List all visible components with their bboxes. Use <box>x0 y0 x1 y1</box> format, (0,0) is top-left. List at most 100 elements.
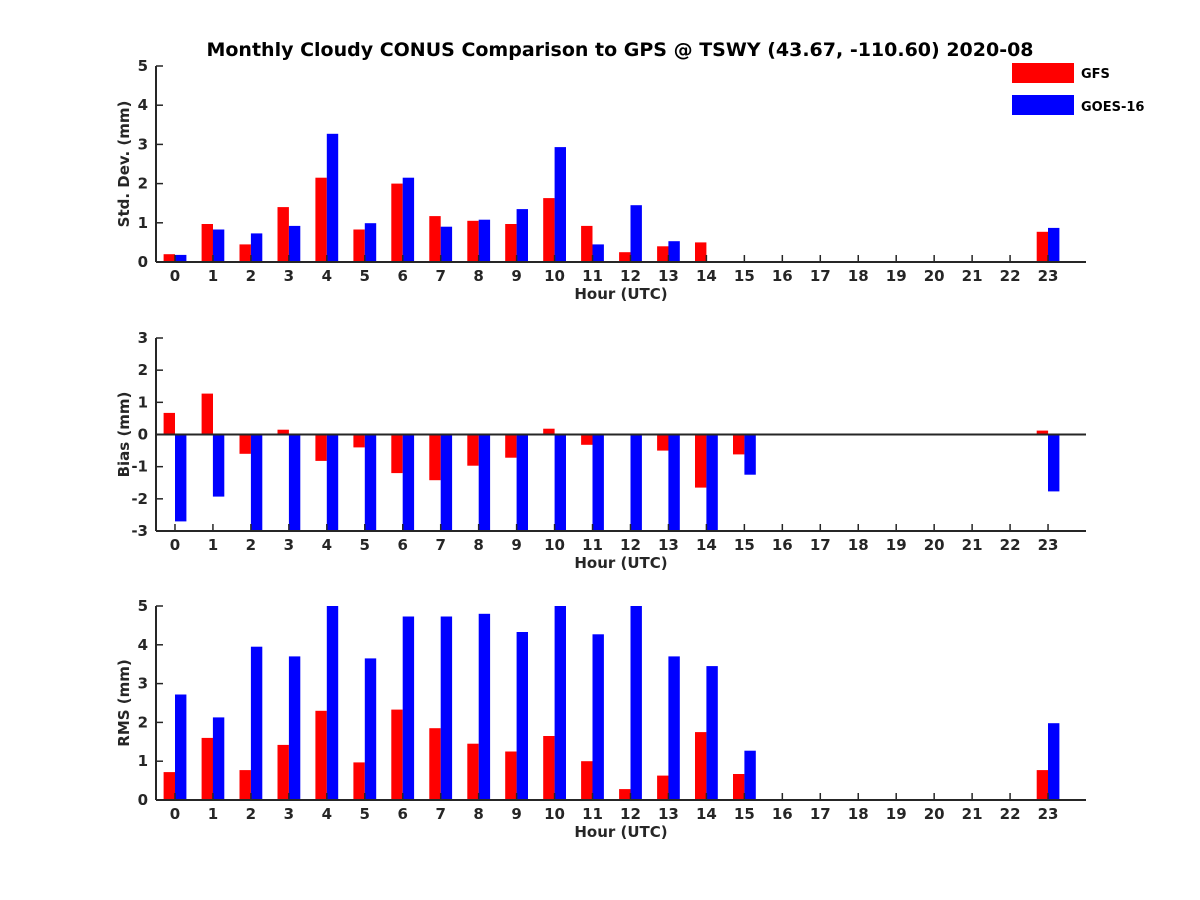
bias-x-tick-label: 13 <box>658 536 679 554</box>
bias-x-tick-label: 11 <box>582 536 603 554</box>
rms-x-tick-label: 13 <box>658 805 679 823</box>
bias-bar-gfs-h1 <box>201 393 213 435</box>
bias-x-tick-label: 16 <box>772 536 793 554</box>
rms-bar-gfs-h10 <box>543 736 555 800</box>
rms-x-tick-label: 20 <box>924 805 945 823</box>
rms-y-tick-label: 2 <box>138 713 148 731</box>
std-dev-x-tick-label: 21 <box>962 267 983 285</box>
bias-bar-goes16-h2 <box>250 434 263 531</box>
bias-bar-goes16-h8 <box>478 434 491 531</box>
bias-bar-goes16-h1 <box>212 434 225 497</box>
bias-bar-goes16-h3 <box>288 434 301 531</box>
rms-bar-goes16-h5 <box>364 658 377 800</box>
rms-x-tick-label: 12 <box>620 805 641 823</box>
std-dev-bar-gfs-h6 <box>391 183 403 262</box>
bias-y-tick-label: 3 <box>138 329 148 347</box>
std-dev-x-tick-label: 8 <box>473 267 483 285</box>
bias-bar-gfs-h14 <box>695 434 707 488</box>
rms-y-tick-label: 5 <box>138 597 148 615</box>
std-dev-bar-goes16-h10 <box>554 147 566 262</box>
rms-bar-goes16-h11 <box>592 634 604 800</box>
bias-bar-goes16-h4 <box>326 434 339 531</box>
std-dev-x-tick-label: 5 <box>360 267 370 285</box>
bias-x-tick-label: 1 <box>208 536 218 554</box>
rms-x-tick-label: 8 <box>473 805 483 823</box>
std-dev-x-tick-label: 2 <box>246 267 256 285</box>
rms-bar-gfs-h9 <box>505 751 517 800</box>
rms-bar-gfs-h3 <box>277 744 289 800</box>
std-dev-x-tick-label: 4 <box>322 267 332 285</box>
rms-bar-goes16-h10 <box>554 606 566 800</box>
std-dev-x-axis-label: Hour (UTC) <box>574 285 667 303</box>
std-dev-x-tick-label: 13 <box>658 267 679 285</box>
std-dev-x-tick-label: 10 <box>544 267 565 285</box>
std-dev-x-tick-label: 14 <box>696 267 717 285</box>
rms-bar-gfs-h12 <box>619 789 631 800</box>
bias-x-tick-label: 20 <box>924 536 945 554</box>
bias-x-tick-label: 6 <box>398 536 408 554</box>
bias-y-tick-label: 1 <box>138 393 148 411</box>
rms-bar-goes16-h15 <box>744 750 756 800</box>
bias-x-tick-label: 9 <box>511 536 521 554</box>
std-dev-y-tick-label: 2 <box>138 175 148 193</box>
std-dev-x-tick-label: 0 <box>170 267 180 285</box>
bias-bar-goes16-h12 <box>630 434 642 531</box>
bias-x-axis-label: Hour (UTC) <box>574 554 667 572</box>
std-dev-x-tick-label: 7 <box>435 267 445 285</box>
bias-x-tick-label: 5 <box>360 536 370 554</box>
bias-x-tick-label: 10 <box>544 536 565 554</box>
std-dev-bar-goes16-h3 <box>288 225 301 262</box>
std-dev-bar-goes16-h5 <box>364 223 377 262</box>
rms-y-axis-label: RMS (mm) <box>115 659 133 746</box>
bias-x-tick-label: 19 <box>886 536 907 554</box>
bias-x-tick-label: 22 <box>1000 536 1021 554</box>
std-dev-y-tick-label: 1 <box>138 214 148 232</box>
std-dev-bar-gfs-h8 <box>467 220 479 262</box>
std-dev-bar-goes16-h8 <box>478 219 491 262</box>
rms-x-tick-label: 16 <box>772 805 793 823</box>
rms-x-tick-label: 3 <box>284 805 294 823</box>
std-dev-bar-gfs-h0 <box>163 254 175 262</box>
std-dev-bar-goes16-h11 <box>592 244 604 262</box>
rms-y-tick-label: 4 <box>138 636 148 654</box>
std-dev-bar-goes16-h1 <box>212 229 225 262</box>
rms-bar-goes16-h6 <box>402 616 415 800</box>
std-dev-y-tick-label: 0 <box>138 253 148 271</box>
bias-bar-gfs-h9 <box>505 434 517 458</box>
std-dev-x-tick-label: 1 <box>208 267 218 285</box>
bias-x-tick-label: 0 <box>170 536 180 554</box>
bias-bar-gfs-h8 <box>467 434 479 466</box>
std-dev-bar-goes16-h0 <box>175 254 187 262</box>
std-dev-bar-goes16-h23 <box>1048 227 1060 262</box>
rms-bar-gfs-h6 <box>391 709 403 800</box>
bias-y-tick-label: -3 <box>131 522 148 540</box>
std-dev-bar-gfs-h3 <box>277 207 289 262</box>
rms-x-tick-label: 17 <box>810 805 831 823</box>
rms-bar-gfs-h11 <box>581 761 593 800</box>
rms-x-tick-label: 7 <box>435 805 445 823</box>
std-dev-y-tick-label: 5 <box>138 57 148 75</box>
rms-x-tick-label: 5 <box>360 805 370 823</box>
std-dev-bar-gfs-h14 <box>695 242 707 262</box>
rms-y-tick-label: 0 <box>138 791 148 809</box>
std-dev-bar-goes16-h2 <box>250 233 263 262</box>
rms-bar-gfs-h2 <box>239 770 251 800</box>
bias-x-tick-label: 23 <box>1038 536 1059 554</box>
rms-x-axis-label: Hour (UTC) <box>574 823 667 841</box>
std-dev-x-tick-label: 17 <box>810 267 831 285</box>
std-dev-x-tick-label: 11 <box>582 267 603 285</box>
rms-x-tick-label: 18 <box>848 805 869 823</box>
std-dev-x-tick-label: 16 <box>772 267 793 285</box>
std-dev-bar-gfs-h5 <box>353 229 365 262</box>
bias-x-tick-label: 12 <box>620 536 641 554</box>
rms-bar-goes16-h0 <box>175 694 187 800</box>
std-dev-x-tick-label: 20 <box>924 267 945 285</box>
bias-bar-gfs-h23 <box>1036 430 1049 435</box>
bias-bar-gfs-h15 <box>733 434 745 455</box>
std-dev-bar-gfs-h23 <box>1036 231 1049 262</box>
legend: GFS GOES-16 <box>1012 63 1144 115</box>
bias-x-tick-label: 14 <box>696 536 717 554</box>
